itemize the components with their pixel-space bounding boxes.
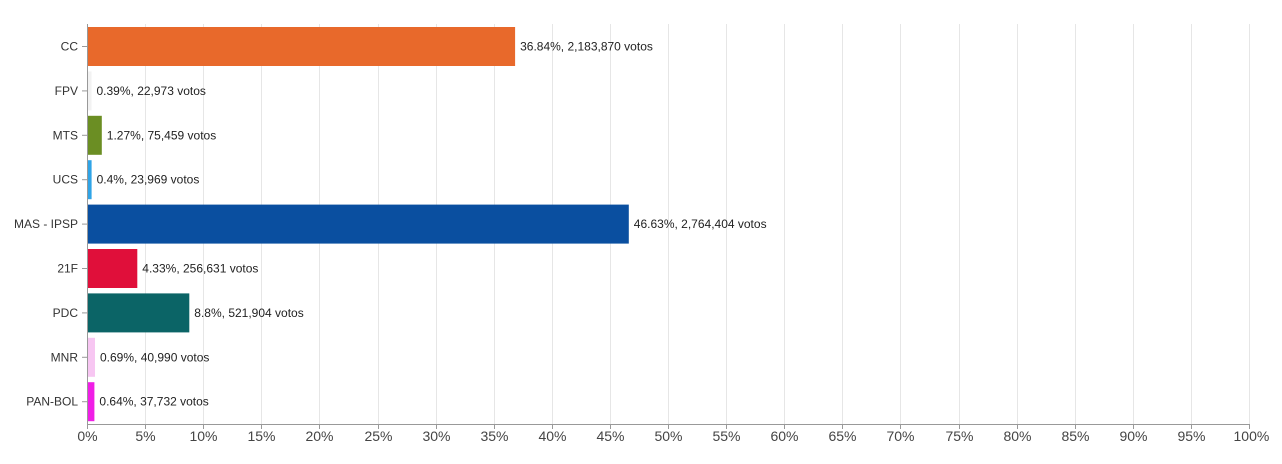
category-label: MTS	[53, 128, 78, 142]
bar	[87, 293, 190, 333]
x-tick-label: 40%	[538, 428, 566, 444]
data-label: 0.64%, 37,732 votos	[99, 395, 208, 409]
grid-lines	[145, 24, 1250, 424]
data-label: 0.69%, 40,990 votos	[100, 350, 209, 364]
data-label: 0.4%, 23,969 votos	[97, 173, 200, 187]
x-tick-label: 80%	[1003, 428, 1031, 444]
x-tick-label: 90%	[1119, 428, 1147, 444]
x-tick-label: 75%	[945, 428, 973, 444]
x-tick-label: 0%	[77, 428, 97, 444]
axes	[82, 24, 1250, 429]
x-tick-label: 70%	[886, 428, 914, 444]
data-label: 46.63%, 2,764,404 votos	[634, 217, 767, 231]
bar	[87, 337, 95, 377]
x-tick-label: 5%	[135, 428, 155, 444]
x-tick-label: 15%	[247, 428, 275, 444]
x-tick-label: 85%	[1061, 428, 1089, 444]
category-label: MAS - IPSP	[14, 217, 78, 231]
bar	[87, 160, 92, 200]
category-label: UCS	[53, 173, 78, 187]
x-tick-label: 100%	[1234, 428, 1270, 444]
data-label: 8.8%, 521,904 votos	[194, 306, 303, 320]
x-tick-label: 10%	[189, 428, 217, 444]
category-label: FPV	[55, 84, 78, 98]
x-tick-label: 55%	[712, 428, 740, 444]
x-tick-label: 20%	[305, 428, 333, 444]
x-tick-label: 95%	[1177, 428, 1205, 444]
labels: 0% 5% 10% 15% 20% 25% 30% 35% 40% 45% 50% 55% 60% 65%…	[14, 40, 1269, 445]
data-label: 4.33%, 256,631 votos	[142, 262, 258, 276]
category-label: CC	[61, 40, 79, 54]
bar	[87, 249, 138, 288]
bar	[87, 27, 516, 66]
category-label: MNR	[51, 350, 79, 364]
data-label: 1.27%, 75,459 votos	[107, 128, 216, 142]
bar	[87, 115, 102, 155]
category-label: PDC	[53, 306, 79, 320]
x-tick-label: 50%	[654, 428, 682, 444]
bar	[87, 204, 629, 244]
x-tick-label: 30%	[422, 428, 450, 444]
bar	[87, 71, 92, 111]
x-tick-label: 45%	[596, 428, 624, 444]
x-tick-label: 25%	[364, 428, 392, 444]
x-tick-label: 65%	[828, 428, 856, 444]
category-label: 21F	[57, 262, 78, 276]
x-tick-label: 35%	[480, 428, 508, 444]
data-label: 0.39%, 22,973 votos	[97, 84, 206, 98]
bar	[87, 382, 95, 422]
data-label: 36.84%, 2,183,870 votos	[520, 40, 653, 54]
bars	[87, 27, 629, 422]
x-tick-label: 60%	[770, 428, 798, 444]
category-label: PAN-BOL	[26, 395, 78, 409]
